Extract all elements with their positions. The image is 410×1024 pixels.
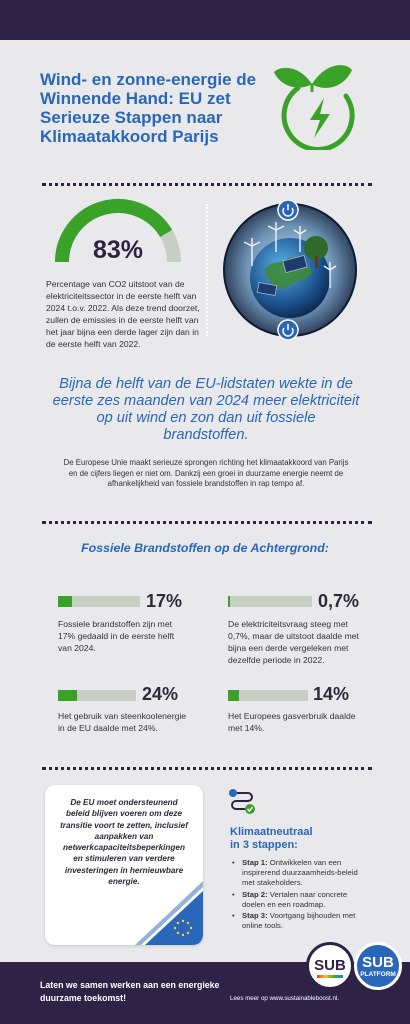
eu-flag-icon	[135, 881, 203, 945]
step-text: Vertalen naar concrete doelen en een roa…	[242, 889, 348, 909]
stat-value-1: 17%	[146, 591, 183, 611]
stat-text-4: Het Europees gasverbruik daalde met 14%.	[228, 711, 356, 733]
list-item: Stap 1: Ontwikkelen van een inspirerend …	[232, 858, 367, 889]
stat-value-4: 14%	[313, 684, 350, 704]
sub-logo: SUB	[306, 942, 354, 990]
sub-platform-logo-word: SUB	[362, 954, 394, 971]
stat-fill-3	[58, 690, 77, 701]
stat-bar-4	[228, 690, 308, 701]
step-label: Stap 2:	[242, 889, 268, 899]
stat-bar-1	[58, 596, 140, 607]
stat-fill-2	[228, 596, 230, 607]
stat-fill-1	[58, 596, 72, 607]
steps-icon	[229, 789, 255, 814]
sub-logo-word: SUB	[314, 957, 346, 974]
footer-tagline: Laten we samen werken aan een energieke …	[40, 980, 220, 1003]
earth-globe-image	[223, 200, 357, 340]
stat-text-1: Fossiele brandstoffen zijn met 17% gedaa…	[58, 619, 175, 653]
footer-link[interactable]: Lees meer op www.sustainableboost.nl.	[230, 995, 340, 1002]
gauge-description: Percentage van CO2 uitstoot van de elekt…	[46, 279, 200, 349]
divider	[42, 521, 372, 524]
policy-card-text: De EU moet ondersteunend beleid blijven …	[60, 798, 188, 887]
sub-platform-logo-sub: PLATFORM	[360, 971, 396, 978]
gauge-fill	[55, 199, 173, 263]
stat-value-3: 24%	[142, 684, 179, 704]
co2-gauge	[55, 199, 181, 263]
step-label: Stap 1:	[242, 858, 268, 867]
logo-stripe	[317, 975, 343, 978]
step-text: Voortgang bijhouden met online tools.	[242, 911, 356, 931]
power-icon	[277, 319, 299, 340]
highlight-quote: Bijna de helft van de EU-lidstaten wekte…	[52, 376, 360, 443]
section-title: Fossiele Brandstoffen op de Achtergrond:	[81, 541, 329, 555]
top-bar	[0, 0, 410, 40]
steps-list: Stap 1: Ontwikkelen van een inspirerend …	[232, 858, 367, 932]
list-item: Stap 3: Voortgang bijhouden met online t…	[232, 911, 367, 931]
step-text: Ontwikkelen van een inspirerend duurzaam…	[242, 858, 358, 888]
page-title: Wind- en zonne-energie de Winnende Hand:…	[40, 70, 257, 146]
step-label: Stap 3:	[242, 911, 268, 921]
policy-card: De EU moet ondersteunend beleid blijven …	[45, 785, 203, 945]
stat-text-2: De elektriciteitsvraag steeg met 0,7%, m…	[228, 619, 359, 665]
stat-value-2: 0,7%	[318, 591, 360, 611]
divider	[42, 183, 372, 186]
stat-bar-2	[228, 596, 312, 607]
divider	[42, 767, 372, 770]
power-icon	[277, 200, 299, 221]
stat-bar-3	[58, 690, 136, 701]
stat-fill-4	[228, 690, 240, 701]
list-item: Stap 2: Vertalen naar concrete doelen en…	[232, 890, 367, 910]
steps-title-line1: Klimaatneutraal	[230, 826, 313, 838]
stat-text-3: Het gebruik van steenkoolenergie in de E…	[58, 711, 187, 733]
vertical-divider	[206, 204, 208, 336]
steps-title: Klimaatneutraal in 3 stappen:	[230, 826, 370, 852]
intro-paragraph: De Europese Unie maakt serieuze sprongen…	[63, 458, 349, 488]
sub-platform-logo: SUB PLATFORM	[354, 942, 402, 990]
gauge-value: 83%	[92, 236, 144, 264]
steps-title-line2: in 3 stappen:	[230, 839, 298, 851]
leaf-bolt-icon	[274, 65, 355, 150]
